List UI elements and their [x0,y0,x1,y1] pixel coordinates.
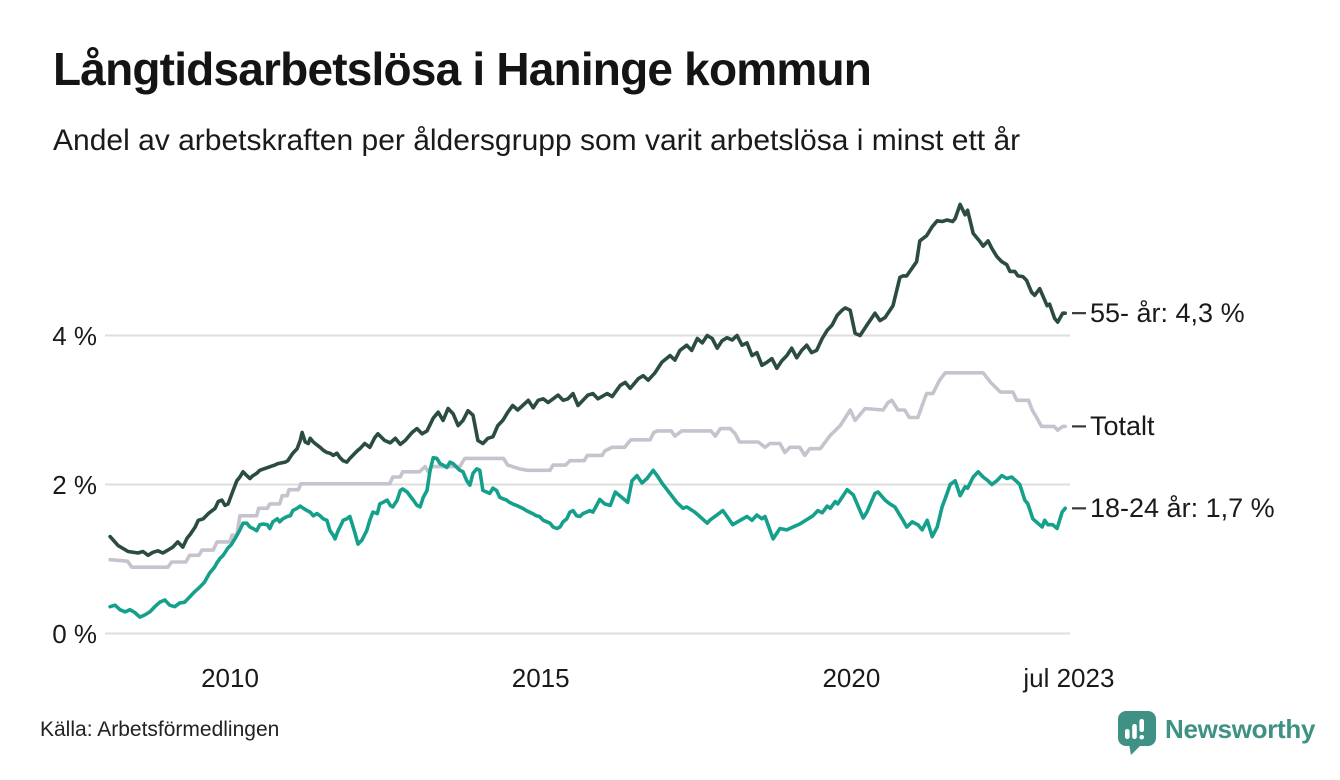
series-line-55-ar [108,202,1067,558]
x-tick-label-2015: 2015 [511,663,570,693]
y-tick-label-0: 0 % [52,618,97,649]
newsworthy-brand: Newsworthy [1117,710,1315,756]
page-title: Långtidsarbetslösa i Haninge kommun [53,43,872,95]
series-line-18-24-ar [108,455,1067,619]
y-tick-label-2: 2 % [52,469,97,500]
series-label-55-ar: 55- år: 4,3 % [1090,298,1245,329]
source-note: Källa: Arbetsförmedlingen [40,718,280,741]
x-tick-label-jul 2023: jul 2023 [1023,663,1115,693]
x-tick-label-2010: 2010 [201,663,259,693]
page-subtitle: Andel av arbetskraften per åldersgrupp s… [53,124,1021,157]
series-line-totalt [108,370,1067,570]
x-tick-label-2020: 2020 [822,663,881,693]
newsworthy-logo-icon [1118,711,1156,755]
newsworthy-wordmark: Newsworthy [1165,714,1316,744]
series-label-18-24-ar: 18-24 år: 1,7 % [1090,493,1275,524]
y-tick-label-4: 4 % [52,320,97,351]
series-label-totalt: Totalt [1090,411,1155,442]
